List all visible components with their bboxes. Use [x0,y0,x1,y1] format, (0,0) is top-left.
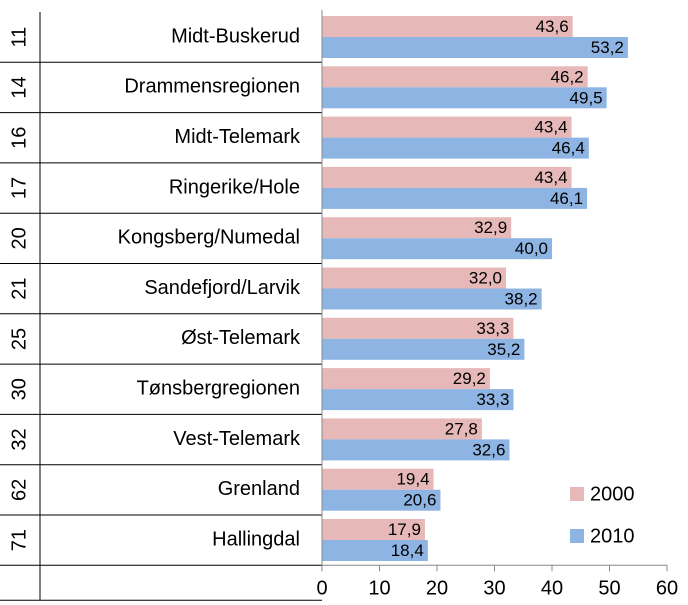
bar [322,317,514,339]
value-label: 53,2 [591,38,624,57]
value-label: 38,2 [505,289,538,308]
bar [322,187,588,209]
value-label: 32,0 [469,268,502,287]
value-label: 33,3 [476,319,509,338]
value-label: 40,0 [515,239,548,258]
category-label: Midt-Telemark [174,126,301,148]
category-label: Tønsbergregionen [137,378,300,400]
value-label: 29,2 [453,369,486,388]
category-label: Vest-Telemark [173,428,301,450]
legend-swatch [570,487,584,501]
bar [322,439,510,461]
x-tick-label: 40 [541,578,563,600]
x-tick-label: 50 [598,578,620,600]
rank-label: 11 [8,27,30,48]
bar [322,87,607,109]
bar [322,489,441,511]
bar [322,66,588,88]
category-label: Hallingdal [212,528,300,550]
bar [322,468,434,490]
legend-label: 2000 [590,483,635,505]
bar [322,217,512,239]
rank-label: 20 [8,227,30,249]
legend-label: 2010 [590,525,635,547]
bar [322,418,482,440]
bar [322,37,628,58]
bar [322,137,589,159]
rank-label: 21 [8,278,30,300]
category-label: Kongsberg/Numedal [118,227,300,249]
rank-label: 32 [8,428,30,450]
value-label: 46,4 [552,139,585,158]
value-label: 32,9 [474,218,507,237]
bar [322,116,572,138]
category-label: Grenland [218,478,300,500]
rank-label: 16 [8,127,30,149]
legend-swatch [570,529,584,543]
value-label: 46,2 [551,67,584,86]
rank-label: 25 [8,328,30,350]
value-label: 35,2 [487,340,520,359]
x-tick-label: 20 [426,578,448,600]
category-label: Ringerike/Hole [169,176,300,198]
rank-label: 30 [8,378,30,400]
category-label: Sandefjord/Larvik [144,277,301,299]
value-label: 19,4 [396,470,429,489]
x-tick-label: 60 [656,578,678,600]
rank-label: 14 [8,76,30,98]
rank-label: 71 [8,529,30,551]
value-label: 43,6 [536,17,569,36]
value-label: 49,5 [570,88,603,107]
category-label: Midt-Buskerud [171,25,300,47]
value-label: 33,3 [476,390,509,409]
bar [322,238,552,260]
value-label: 17,9 [388,520,421,539]
bar [322,338,525,360]
category-label: Øst-Telemark [181,327,301,349]
bar [322,288,542,310]
bar [322,166,572,188]
category-label: Drammensregionen [124,76,300,98]
value-label: 32,6 [472,440,505,459]
value-label: 43,4 [534,168,567,187]
value-label: 20,6 [403,491,436,510]
value-label: 27,8 [445,419,478,438]
x-tick-label: 0 [316,578,327,600]
bar [322,368,490,390]
rank-label: 62 [8,479,30,501]
bar [322,16,573,37]
bar [322,267,506,289]
bar [322,389,514,411]
x-tick-label: 10 [368,578,390,600]
x-tick-label: 30 [483,578,505,600]
value-label: 43,4 [534,118,567,137]
rank-label: 17 [8,177,30,199]
value-label: 18,4 [391,541,424,560]
value-label: 46,1 [550,189,583,208]
bar [322,519,425,540]
bar [322,540,428,561]
